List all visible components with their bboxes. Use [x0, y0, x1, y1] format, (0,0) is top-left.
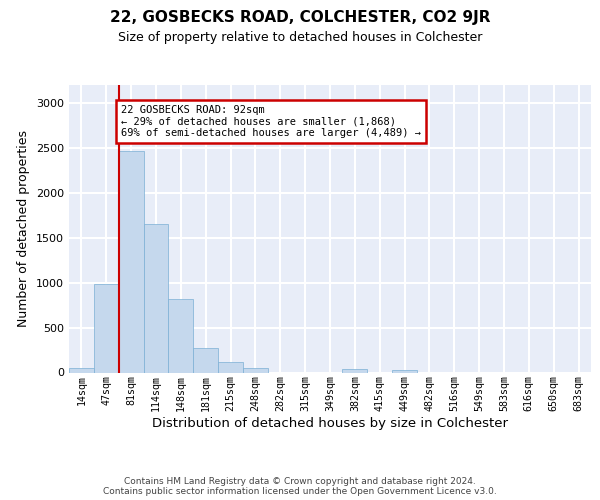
- Bar: [193, 348, 218, 372]
- Bar: [119, 150, 143, 372]
- Text: Contains public sector information licensed under the Open Government Licence v3: Contains public sector information licen…: [103, 488, 497, 496]
- Bar: [243, 368, 268, 372]
- Text: Size of property relative to detached houses in Colchester: Size of property relative to detached ho…: [118, 31, 482, 44]
- Bar: [392, 370, 417, 372]
- Bar: [143, 224, 169, 372]
- Bar: [69, 368, 94, 372]
- Bar: [169, 299, 193, 372]
- Text: 22, GOSBECKS ROAD, COLCHESTER, CO2 9JR: 22, GOSBECKS ROAD, COLCHESTER, CO2 9JR: [110, 10, 490, 25]
- Bar: [94, 284, 119, 372]
- Bar: [218, 362, 243, 372]
- Bar: [343, 369, 367, 372]
- Text: 22 GOSBECKS ROAD: 92sqm
← 29% of detached houses are smaller (1,868)
69% of semi: 22 GOSBECKS ROAD: 92sqm ← 29% of detache…: [121, 105, 421, 138]
- X-axis label: Distribution of detached houses by size in Colchester: Distribution of detached houses by size …: [152, 417, 508, 430]
- Y-axis label: Number of detached properties: Number of detached properties: [17, 130, 31, 327]
- Text: Contains HM Land Registry data © Crown copyright and database right 2024.: Contains HM Land Registry data © Crown c…: [124, 476, 476, 486]
